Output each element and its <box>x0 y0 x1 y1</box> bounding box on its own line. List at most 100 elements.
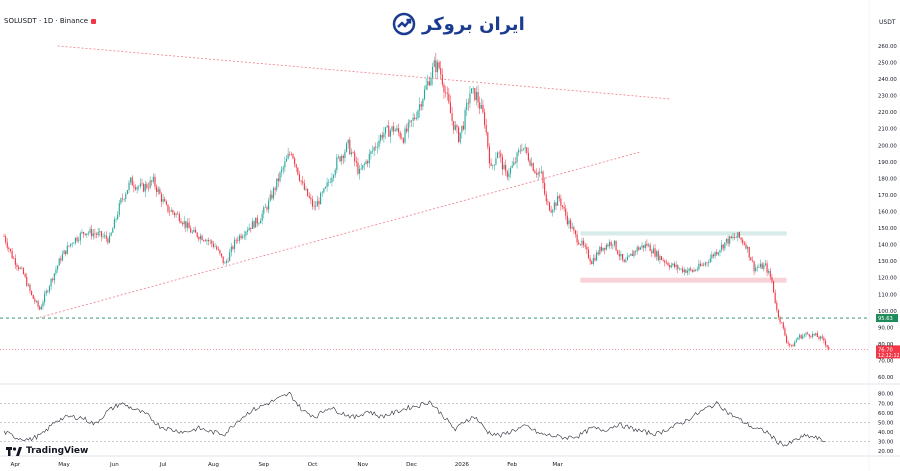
time-tick-label: May <box>58 462 70 468</box>
candle-body <box>513 162 515 166</box>
candle-body <box>24 274 26 277</box>
candle-body <box>438 62 440 69</box>
candle-body <box>511 165 513 168</box>
candle-body <box>427 81 429 86</box>
candle-body <box>776 302 778 310</box>
candle-body <box>48 286 51 292</box>
level-badge <box>876 314 898 323</box>
candle-body <box>164 199 166 202</box>
candle-body <box>375 147 377 148</box>
time-tick-label: Nov <box>357 462 369 468</box>
candle-body <box>646 243 648 246</box>
candle-body <box>107 238 109 243</box>
candle-body <box>506 171 508 177</box>
candle-body <box>552 209 554 213</box>
candle-body <box>803 334 805 336</box>
candle-body <box>235 239 237 241</box>
candle-body <box>237 240 239 241</box>
candle-body <box>763 264 765 269</box>
candle-body <box>281 169 283 173</box>
candle-body <box>66 245 68 255</box>
candle-body <box>157 189 159 193</box>
candle-body <box>26 276 28 286</box>
candle-body <box>378 140 380 147</box>
candle-body <box>349 139 351 155</box>
candle-body <box>311 199 314 207</box>
candle-body <box>74 237 77 244</box>
price-tick-label: 150.00 <box>878 226 897 232</box>
candle-body <box>285 158 288 162</box>
candle-body <box>782 322 784 329</box>
candle-body <box>690 268 692 270</box>
candle-body <box>714 252 716 257</box>
candle-body <box>557 196 559 206</box>
time-tick-label: Apr <box>11 462 21 468</box>
candle-body <box>175 213 177 216</box>
candle-body <box>383 133 385 138</box>
rsi-tick-label: 80.00 <box>878 392 894 398</box>
candle-body <box>693 269 695 272</box>
candle-body <box>76 237 78 241</box>
candle-body <box>764 263 767 265</box>
candle-body <box>532 163 534 172</box>
candle-body <box>821 336 823 338</box>
candle-body <box>250 227 252 229</box>
candle-body <box>417 110 419 118</box>
candle-body <box>389 130 391 137</box>
candle-body <box>394 130 396 132</box>
tradingview-logo[interactable]: TradingView <box>6 446 88 456</box>
candle-body <box>449 102 452 114</box>
candle-body <box>141 183 143 185</box>
price-tick-label: 120.00 <box>878 276 897 282</box>
candle-body <box>219 250 221 254</box>
candle-body <box>711 254 713 259</box>
candle-body <box>779 317 781 323</box>
candle-body <box>342 155 344 158</box>
candle-body <box>91 229 93 237</box>
candle-body <box>807 333 809 335</box>
candle-body <box>602 247 604 251</box>
currency-label[interactable]: USDT <box>879 19 896 26</box>
candle-body <box>472 88 474 89</box>
candle-body <box>82 231 85 234</box>
candle-body <box>178 213 180 221</box>
candle-body <box>118 203 120 215</box>
price-tick-label: 180.00 <box>878 176 897 182</box>
candle-body <box>396 128 398 131</box>
candle-body <box>34 298 36 302</box>
candle-body <box>230 246 232 253</box>
candle-body <box>209 240 211 242</box>
candle-body <box>496 152 499 159</box>
candle-body <box>649 244 651 251</box>
candle-body <box>695 269 697 271</box>
rsi-tick-label: 40.00 <box>878 430 894 436</box>
candle-body <box>751 260 754 262</box>
candle-body <box>52 278 54 281</box>
candle-body <box>97 232 99 235</box>
candle-body <box>131 177 133 186</box>
candle-body <box>282 167 284 170</box>
candle-body <box>272 188 275 199</box>
candle-body <box>498 152 500 154</box>
candle-body <box>535 173 538 175</box>
time-tick-label: Feb <box>507 462 517 468</box>
candle-body <box>662 260 664 261</box>
candle-body <box>623 259 625 263</box>
candle-body <box>815 333 817 335</box>
candle-body <box>761 263 763 269</box>
candle-body <box>277 178 279 182</box>
candle-body <box>440 68 442 75</box>
candle-body <box>211 240 213 244</box>
symbol-title[interactable]: SOLUSDT · 1D · Binance <box>4 17 96 25</box>
candle-body <box>255 217 257 228</box>
candle-body <box>701 264 703 266</box>
candle-body <box>159 189 161 194</box>
candle-body <box>368 154 370 164</box>
candle-body <box>485 124 487 133</box>
candle-body <box>526 147 528 153</box>
candle-body <box>446 92 448 94</box>
candle-body <box>735 237 737 239</box>
candle-body <box>795 339 797 343</box>
candle-body <box>691 269 693 272</box>
